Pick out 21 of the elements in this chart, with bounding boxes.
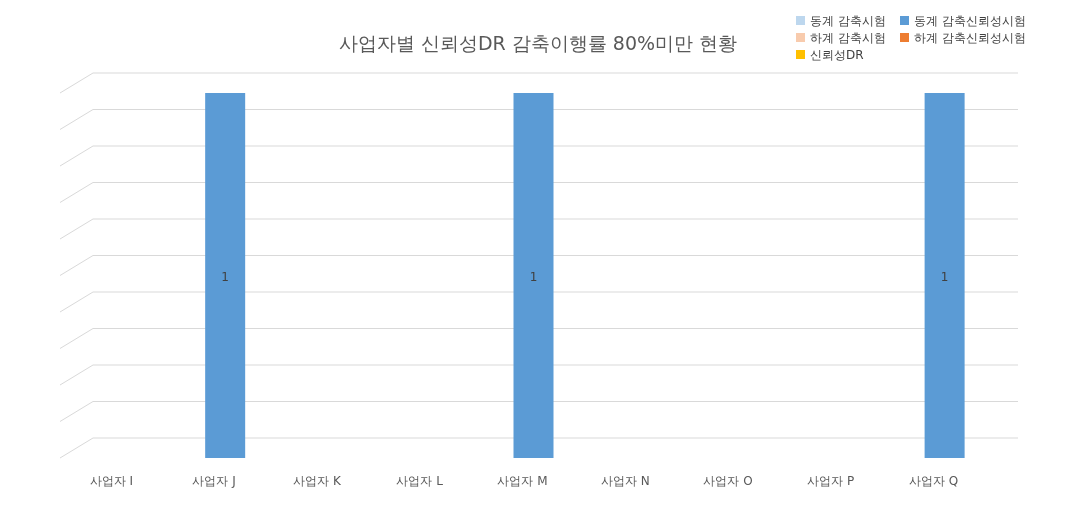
- legend-item: 동계 감축시험: [796, 14, 886, 28]
- legend-item: 동계 감축신뢰성시험: [900, 14, 1026, 28]
- legend-item: 하계 감축신뢰성시험: [900, 31, 1026, 45]
- x-tick-label: 사업자 M: [497, 474, 548, 488]
- data-label: 1: [529, 269, 538, 284]
- x-tick-label: 사업자 L: [396, 474, 444, 488]
- x-tick-label: 사업자 O: [703, 474, 753, 488]
- x-tick-label: 사업자 N: [600, 474, 650, 488]
- legend-item: 하계 감축시험: [796, 31, 886, 45]
- data-label: 1: [940, 269, 949, 284]
- legend-item: 신뢰성DR: [796, 48, 864, 62]
- x-tick-label: 사업자 P: [807, 474, 855, 488]
- x-tick-label: 사업자 Q: [908, 474, 959, 488]
- x-tick-label: 사업자 K: [293, 474, 342, 488]
- x-tick-label: 사업자 I: [89, 474, 134, 488]
- data-label: 1: [221, 269, 229, 284]
- legend-label: 하계 감축시험: [810, 31, 886, 45]
- legend-label: 동계 감축시험: [810, 14, 886, 28]
- x-tick-label: 사업자 J: [192, 474, 236, 488]
- chart-title: 사업자별 신뢰성DR 감축이행률 80%미만 현황: [338, 32, 738, 54]
- legend-label: 신뢰성DR: [810, 48, 864, 62]
